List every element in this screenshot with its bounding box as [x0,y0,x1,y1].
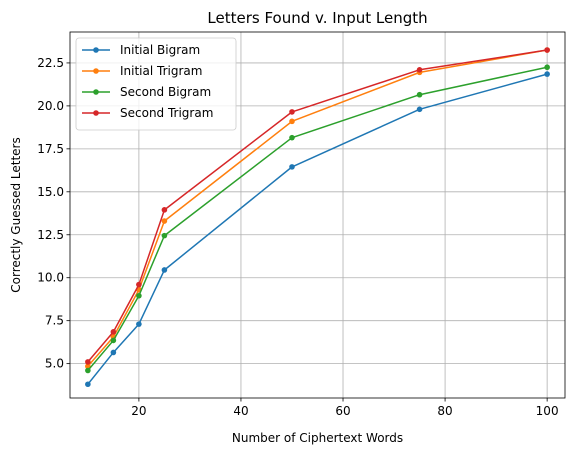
legend-item: Second Trigram [82,106,213,120]
series-layer [85,47,550,388]
legend: Initial Bigram Initial Trigram Second Bigr… [75,37,237,131]
data-point [110,349,117,356]
legend-marker [93,68,99,74]
data-point [544,71,550,77]
legend-marker [93,47,99,53]
y-tick-label: 7.5 [45,314,64,328]
data-point [161,232,168,239]
y-tick-label: 10.0 [37,271,64,285]
x-tick-label: 80 [437,404,452,418]
data-point [161,207,168,213]
data-point [85,367,91,374]
y-tick-label: 22.5 [37,56,64,70]
legend-item: Initial Bigram [82,43,200,57]
x-tick-label: 100 [536,404,559,418]
y-tick-label: 20.0 [37,99,64,113]
data-point [416,106,423,113]
data-point [161,267,168,273]
legend-label: Initial Trigram [120,64,202,78]
series-second-bigram [85,64,550,374]
legend-label: Initial Bigram [120,43,200,57]
data-point [110,329,117,335]
y-tick-label: 15.0 [37,185,64,199]
legend-marker [93,89,99,95]
y-tick-label: 17.5 [37,142,64,156]
x-tick-label: 40 [233,404,248,418]
y-axis-label: Correctly Guessed Letters [9,137,23,293]
y-tick-label: 5.0 [45,357,64,371]
x-axis-ticks: 20 40 60 80 100 [131,398,559,418]
legend-item: Initial Trigram [82,64,202,78]
data-point [544,64,550,71]
data-point [289,109,295,115]
chart-title: Letters Found v. Input Length [207,9,427,27]
x-axis-label: Number of Ciphertext Words [232,431,403,445]
x-tick-label: 20 [131,404,146,418]
data-point [289,118,295,125]
data-point [416,91,423,98]
data-point [289,164,295,170]
series-second-trigram [85,47,550,365]
data-point [85,359,91,365]
x-tick-label: 60 [335,404,350,418]
y-tick-label: 12.5 [37,228,64,242]
legend-item: Second Bigram [82,85,211,99]
data-point [289,134,295,141]
data-point [136,321,142,327]
data-point [110,337,117,344]
legend-marker [93,110,99,116]
data-point [85,363,91,370]
legend-label: Second Trigram [120,106,213,120]
y-axis-ticks: 5.0 7.5 10.0 12.5 15.0 17.5 20.0 22.5 [37,56,70,371]
legend-label: Second Bigram [120,85,211,99]
data-point [416,67,423,73]
data-point [136,292,142,299]
legend-box [75,37,237,131]
data-point [85,381,91,388]
series-initial-bigram [85,71,550,388]
data-point [136,281,142,288]
plot-frame [69,31,566,399]
data-point [544,47,550,53]
data-point [161,218,168,224]
